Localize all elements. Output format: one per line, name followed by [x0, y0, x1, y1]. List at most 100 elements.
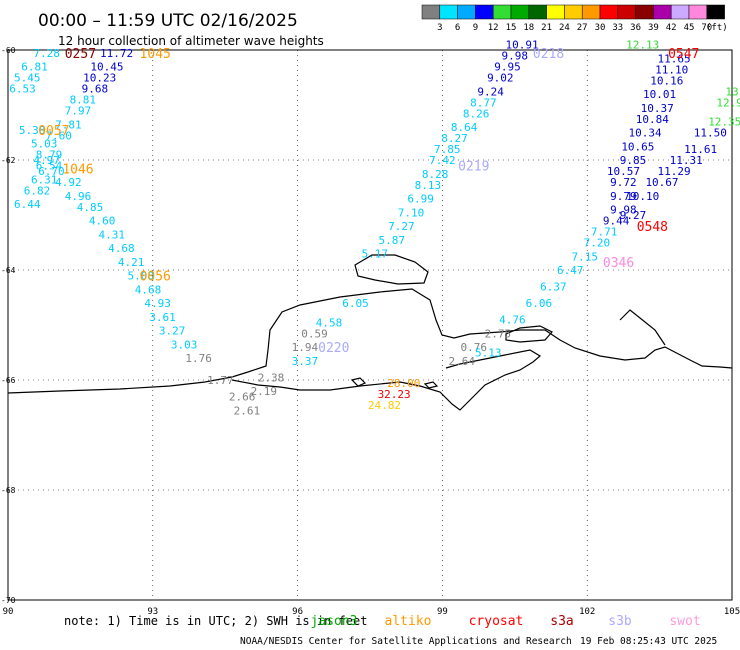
- wave-height-label: 10.57: [607, 165, 640, 178]
- wave-height-label: 4.68: [135, 283, 162, 296]
- wave-height-label: 6.70: [38, 165, 65, 178]
- pass-time-label: 0547: [668, 47, 699, 62]
- y-tick-label: -60: [1, 46, 16, 55]
- wave-height-label: 6.44: [14, 198, 41, 211]
- legend-tick-label: 45: [684, 23, 695, 33]
- wave-height-label: 6.53: [9, 83, 36, 96]
- wave-height-label: 7.42: [429, 154, 456, 167]
- pass-time-label: 0220: [318, 341, 349, 356]
- wave-height-label: 5.03: [31, 138, 58, 151]
- wave-height-label: 2.61: [234, 404, 261, 417]
- wave-height-label: 0.59: [301, 327, 328, 340]
- wave-height-label: 10.67: [645, 176, 678, 189]
- wave-height-label: 11.61: [684, 143, 717, 156]
- wave-height-label: 0.76: [461, 341, 488, 354]
- legend-tick-label: 24: [559, 23, 570, 33]
- wave-height-label: 10.84: [636, 113, 669, 126]
- wave-height-label: 10.16: [650, 74, 683, 87]
- legend-swatch: [564, 4, 583, 20]
- coastline-main: [7, 288, 733, 394]
- wave-height-label: 2.66: [229, 391, 256, 404]
- wave-height-label: 9.72: [610, 176, 637, 189]
- wave-height-label: 1.94: [292, 341, 319, 354]
- legend-tick-label: 36: [630, 23, 641, 33]
- pass-time-label: 0218: [533, 47, 564, 62]
- wave-height-label: 5.08: [127, 270, 154, 283]
- legend-swatch: [581, 4, 601, 20]
- footer-timestamp: 19 Feb 08:25:43 UTC 2025: [580, 636, 717, 647]
- wave-height-label: 7.10: [398, 206, 425, 219]
- wave-height-label: 4.68: [108, 242, 135, 255]
- wave-height-label: 5.13: [475, 347, 502, 360]
- wave-height-label: 8.81: [70, 94, 97, 107]
- wave-height-label: 2.64: [448, 355, 475, 368]
- wave-height-label: 7.60: [45, 129, 72, 142]
- island-ice-rise: [354, 254, 429, 285]
- wave-height-label: 6.82: [24, 184, 51, 197]
- pass-time-label: 0219: [458, 160, 489, 175]
- wave-height-label: 8.28: [422, 168, 449, 181]
- wave-height-label: 11.31: [670, 154, 703, 167]
- wave-height-label: 8.64: [451, 121, 478, 134]
- footer-note: note: 1) Time is in UTC; 2) SWH is in fe…: [64, 614, 367, 628]
- x-tick-label: 96: [292, 607, 303, 617]
- y-tick-label: -62: [1, 156, 16, 165]
- wave-height-label: 8.27: [441, 132, 468, 145]
- legend-tick-label: 70: [701, 23, 712, 33]
- plot-frame: [7, 49, 733, 601]
- wave-height-label: 1.76: [185, 352, 212, 365]
- satellite-legend-item: s3b: [608, 614, 632, 629]
- wave-height-points: 7.286.815.456.5311.7210.4510.239.688.817…: [9, 39, 740, 418]
- wave-height-label: 6.47: [557, 264, 584, 277]
- wave-height-label: 9.24: [477, 85, 504, 98]
- legend-tick-label: 15: [506, 23, 517, 33]
- wave-height-label: 4.76: [499, 314, 526, 327]
- wave-height-label: 9.44: [603, 215, 630, 228]
- legend-tick-label: 9: [473, 23, 478, 33]
- wave-height-label: 2.19: [251, 385, 278, 398]
- pass-time-label: 0057: [38, 124, 69, 139]
- x-tick-label: 102: [579, 607, 595, 617]
- wave-height-label: 6.54: [36, 160, 63, 173]
- wave-height-label: 6.31: [31, 173, 58, 186]
- satellite-legend-item: s3a: [550, 614, 573, 629]
- wave-height-label: 2.38: [258, 371, 285, 384]
- pass-time-label: 0257: [65, 47, 96, 62]
- wave-height-label: 32.23: [378, 388, 411, 401]
- chart-subtitle: 12 hour collection of altimeter wave hei…: [58, 34, 324, 48]
- legend-tick-label: 39: [648, 23, 659, 33]
- wave-height-label: 28.00: [387, 377, 420, 390]
- wave-height-label: 9.79: [610, 190, 637, 203]
- wave-height-label: 11.72: [100, 47, 133, 60]
- legend-swatch: [635, 4, 654, 20]
- wave-height-label: 11.50: [694, 127, 727, 140]
- antarctic-coastline: [7, 254, 733, 411]
- x-tick-label: 90: [3, 607, 14, 617]
- wave-height-label: 7.15: [572, 250, 599, 263]
- legend-tick-label: 12: [488, 23, 499, 33]
- pass-time-label: 1046: [62, 162, 93, 177]
- wave-height-label: 9.98: [610, 204, 637, 217]
- wave-height-label: 5.38: [19, 124, 46, 137]
- satellite-legend-item: jason3: [311, 614, 358, 629]
- wave-height-label: 10.23: [83, 72, 116, 85]
- wave-height-label: 11.65: [658, 52, 691, 65]
- wave-height-label: 9.68: [82, 83, 109, 96]
- wave-height-label: 12.35: [708, 116, 740, 129]
- legend-swatch: [510, 4, 530, 20]
- pass-time-label: 0548: [637, 220, 668, 235]
- legend-tick-label: 21: [541, 23, 552, 33]
- wave-height-label: 6.37: [540, 281, 567, 294]
- y-tick-label: -66: [1, 376, 16, 385]
- wave-height-label: 3.61: [149, 311, 176, 324]
- y-tick-label: -64: [1, 266, 16, 275]
- wave-height-label: 7.97: [65, 105, 92, 118]
- wave-height-label: 8.79: [36, 149, 63, 162]
- wave-height-label: 7.28: [33, 47, 60, 60]
- wave-height-label: 5.45: [14, 72, 41, 85]
- legend-tick-label: 30: [595, 23, 606, 33]
- satellite-legend-item: cryosat: [469, 614, 524, 629]
- x-tick-label: 99: [437, 607, 448, 617]
- wave-height-label: 4.21: [118, 256, 145, 269]
